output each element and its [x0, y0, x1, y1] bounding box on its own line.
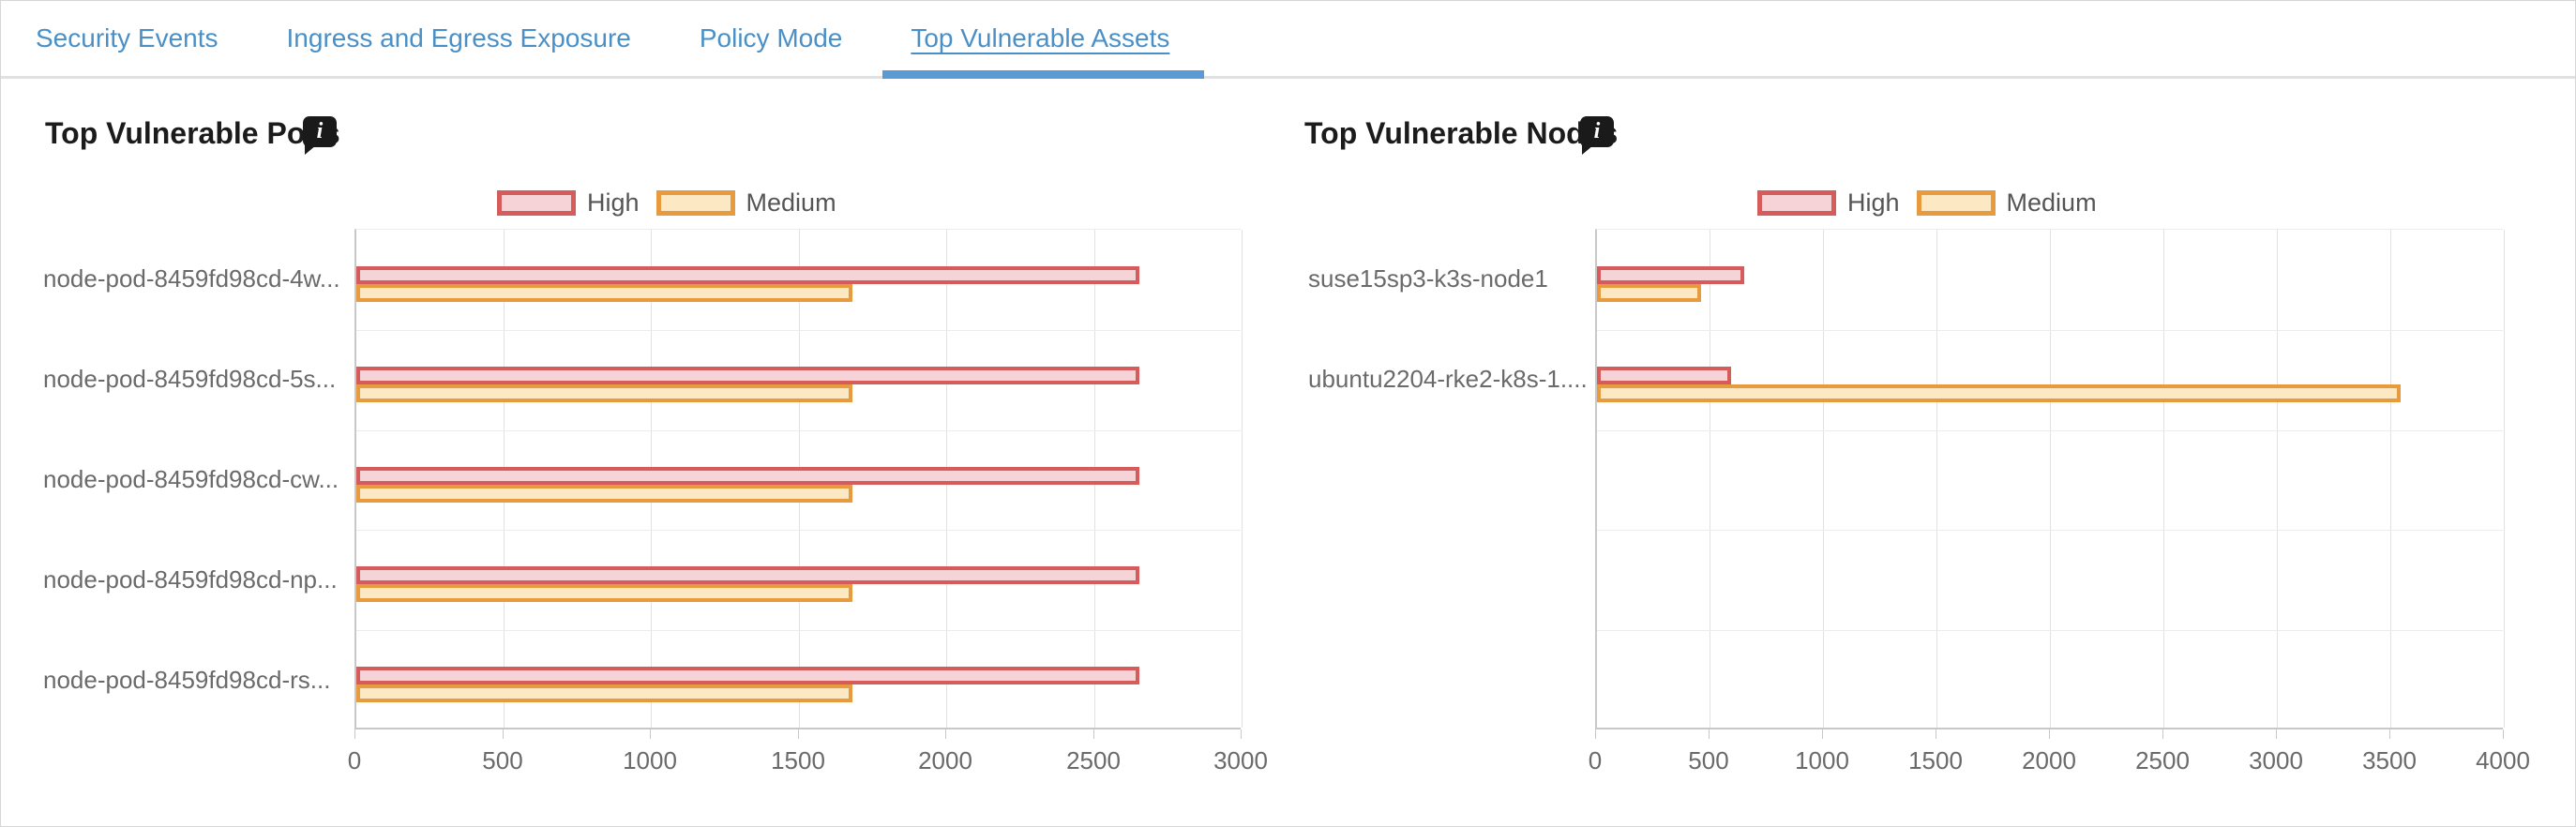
chart-title: Top Vulnerable Pods	[45, 116, 340, 150]
axis-tick	[2162, 729, 2163, 739]
axis-tick	[650, 729, 651, 739]
x-tick-label: 3000	[2249, 746, 2303, 774]
legend-swatch	[497, 190, 576, 216]
x-tick-label: 1000	[1795, 746, 1849, 774]
tab-bar: Security Events Ingress and Egress Expos…	[1, 1, 2575, 79]
gridline	[356, 530, 1241, 531]
x-tick-label: 2500	[1066, 746, 1121, 774]
top-vulnerable-pods-chart: Top Vulnerable Pods i High Medium node-po…	[1, 79, 1289, 827]
bar-high[interactable]	[356, 566, 1139, 584]
x-tick-label: 2000	[2022, 746, 2076, 774]
bar-high[interactable]	[356, 467, 1139, 485]
x-tick-label: 2000	[918, 746, 972, 774]
x-tick-label: 500	[1688, 746, 1729, 774]
x-tick-label: 3000	[1213, 746, 1268, 774]
bar-high[interactable]	[356, 667, 1139, 684]
tab-security-events[interactable]: Security Events	[36, 23, 218, 53]
legend-item-medium[interactable]: Medium	[655, 188, 836, 218]
x-tick-label: 500	[482, 746, 523, 774]
legend-item-high[interactable]: High	[497, 188, 640, 218]
axis-tick	[503, 729, 504, 739]
legend-item-medium[interactable]: Medium	[1916, 188, 2097, 218]
x-tick-label: 3500	[2362, 746, 2417, 774]
category-label: node-pod-8459fd98cd-cw...	[43, 465, 339, 493]
legend-swatch	[1757, 190, 1836, 216]
bar-medium[interactable]	[1597, 284, 1701, 302]
axis-tick	[1093, 729, 1094, 739]
gridline	[1823, 230, 1824, 728]
top-vulnerable-nodes-chart: Top Vulnerable Nodes i High Medium suse15…	[1289, 79, 2576, 827]
legend-item-high[interactable]: High	[1757, 188, 1900, 218]
legend-swatch	[1916, 190, 1996, 216]
gridline	[1597, 630, 2503, 631]
bar-medium[interactable]	[1597, 384, 2401, 402]
bar-medium[interactable]	[356, 584, 852, 602]
category-label: node-pod-8459fd98cd-4w...	[43, 264, 340, 293]
category-label: ubuntu2204-rke2-k8s-1....	[1308, 365, 1588, 393]
gridline	[2050, 230, 2051, 728]
category-label: suse15sp3-k3s-node1	[1308, 264, 1548, 293]
legend-label: Medium	[2006, 188, 2097, 217]
category-label: node-pod-8459fd98cd-rs...	[43, 666, 331, 694]
chart-legend: High Medium	[1757, 188, 2097, 218]
axis-tick	[2049, 729, 2050, 739]
gridline	[2163, 230, 2164, 728]
bar-high[interactable]	[1597, 266, 1744, 284]
axis-tick	[354, 729, 355, 739]
gridline	[2390, 230, 2391, 728]
legend-label: High	[587, 188, 640, 217]
bar-medium[interactable]	[356, 684, 852, 702]
axis-tick	[2389, 729, 2390, 739]
plot-area	[354, 229, 1243, 729]
gridline	[356, 430, 1241, 431]
x-tick-label: 0	[1588, 746, 1603, 774]
gridline	[1936, 230, 1937, 728]
x-tick-label: 0	[347, 746, 362, 774]
axis-tick	[798, 729, 799, 739]
gridline	[2504, 230, 2505, 728]
gridline	[1242, 230, 1243, 728]
bar-high[interactable]	[1597, 367, 1731, 384]
info-icon[interactable]: i	[1580, 116, 1614, 155]
axis-tick	[945, 729, 946, 739]
gridline	[356, 630, 1241, 631]
gridline	[1597, 330, 2503, 331]
gridline	[1597, 430, 2503, 431]
axis-tick	[1709, 729, 1710, 739]
axis-tick	[1595, 729, 1596, 739]
tab-policy-mode[interactable]: Policy Mode	[699, 23, 843, 53]
info-icon[interactable]: i	[303, 116, 337, 155]
axis-tick	[1241, 729, 1242, 739]
gridline	[2277, 230, 2278, 728]
tab-ingress-egress-exposure[interactable]: Ingress and Egress Exposure	[286, 23, 631, 53]
bar-high[interactable]	[356, 266, 1139, 284]
axis-tick	[2276, 729, 2277, 739]
gridline	[356, 330, 1241, 331]
chart-legend: High Medium	[497, 188, 836, 218]
legend-swatch	[655, 190, 735, 216]
x-tick-label: 4000	[2476, 746, 2530, 774]
category-label: node-pod-8459fd98cd-np...	[43, 565, 338, 594]
axis-tick	[1822, 729, 1823, 739]
x-tick-label: 1500	[771, 746, 825, 774]
chart-title: Top Vulnerable Nodes	[1304, 116, 1619, 150]
tab-top-vulnerable-assets[interactable]: Top Vulnerable Assets	[882, 1, 1205, 79]
x-tick-label: 1000	[623, 746, 677, 774]
axis-tick	[2503, 729, 2504, 739]
x-tick-label: 1500	[1908, 746, 1963, 774]
plot-area	[1595, 229, 2505, 729]
category-label: node-pod-8459fd98cd-5s...	[43, 365, 337, 393]
legend-label: High	[1847, 188, 1900, 217]
bar-medium[interactable]	[356, 384, 852, 402]
x-tick-label: 2500	[2135, 746, 2190, 774]
bar-medium[interactable]	[356, 485, 852, 503]
bar-medium[interactable]	[356, 284, 852, 302]
legend-label: Medium	[746, 188, 836, 217]
gridline	[1597, 530, 2503, 531]
bar-high[interactable]	[356, 367, 1139, 384]
